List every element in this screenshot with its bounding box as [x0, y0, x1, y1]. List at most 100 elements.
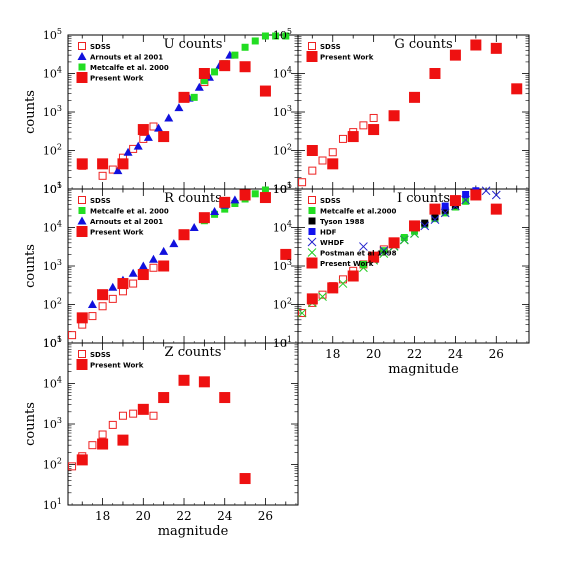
- y-tick-label: 103: [273, 104, 292, 119]
- data-point: [421, 219, 429, 227]
- legend-label: Arnouts et al 2001: [90, 54, 163, 62]
- legend-label: Tyson 1988: [320, 218, 365, 226]
- x-stroke: [379, 246, 389, 256]
- data-point: [149, 263, 158, 272]
- y-tick-label: 102: [273, 143, 292, 158]
- series-present-work: [306, 39, 523, 170]
- data-point: [261, 186, 269, 194]
- x-stroke: [297, 308, 307, 318]
- data-point: [327, 282, 339, 294]
- data-point: [251, 37, 259, 45]
- data-point: [178, 91, 190, 103]
- data-point: [400, 233, 408, 241]
- x-tick-label: 18: [325, 347, 340, 361]
- y-tick-label: 101: [43, 497, 62, 512]
- y-tick-label: 104: [43, 376, 62, 391]
- data-point: [490, 203, 502, 215]
- data-point: [68, 331, 77, 340]
- data-point: [239, 473, 251, 485]
- data-point: [338, 134, 347, 143]
- data-point: [440, 208, 450, 218]
- legend-label: Present Work: [90, 362, 144, 370]
- data-point: [76, 454, 88, 466]
- data-point: [231, 200, 239, 208]
- data-point: [280, 248, 292, 260]
- data-point: [347, 270, 359, 282]
- data-point: [194, 82, 204, 91]
- legend-label: Present Work: [320, 260, 374, 268]
- data-point: [108, 282, 118, 291]
- data-point: [231, 51, 239, 59]
- data-point: [272, 32, 280, 40]
- data-point: [198, 376, 210, 388]
- data-point: [158, 131, 170, 143]
- y-tick-label: 102: [43, 457, 62, 472]
- data-point: [97, 158, 109, 170]
- data-point: [123, 147, 133, 156]
- x-tick-label: 26: [258, 509, 273, 523]
- data-point: [68, 462, 77, 471]
- legend: SDSS Metcalfe et al. 2000 Arnouts et al 20…: [76, 196, 169, 237]
- data-point: [158, 392, 170, 404]
- legend: SDSS Present Work: [306, 42, 374, 62]
- series-present-work: [306, 189, 502, 305]
- data-point: [251, 190, 259, 198]
- panel-title: R counts: [164, 191, 222, 206]
- x-tick-label: 26: [489, 347, 504, 361]
- legend-label: Present Work: [90, 229, 144, 237]
- panel-title: I counts: [397, 191, 450, 206]
- data-point: [97, 438, 109, 450]
- x-stroke: [461, 195, 470, 205]
- data-point: [137, 269, 149, 281]
- data-point: [108, 294, 117, 303]
- data-point: [282, 32, 290, 40]
- legend-marker: [78, 350, 86, 358]
- legend: SDSS Arnouts et al 2001 Metcalfe et al. 20…: [76, 42, 169, 83]
- data-point: [379, 246, 389, 256]
- legend: SDSS Metcalfe et al.2000 Tyson 1988 HDF WHDF…: [306, 196, 397, 269]
- legend-marker: [77, 52, 87, 60]
- data-point: [318, 156, 327, 165]
- data-point: [98, 171, 107, 180]
- data-point: [241, 43, 249, 51]
- x-stroke: [430, 215, 440, 224]
- legend-label: HDF: [320, 229, 337, 237]
- y-tick-label: 105: [43, 181, 62, 196]
- data-point: [318, 292, 327, 301]
- legend: SDSS Present Work: [76, 350, 144, 370]
- y-tick-label: 105: [273, 27, 292, 42]
- data-point: [409, 220, 421, 232]
- data-point: [133, 141, 143, 150]
- legend-marker: [78, 63, 86, 71]
- data-point: [149, 411, 158, 420]
- x-stroke: [359, 242, 368, 251]
- data-point: [368, 124, 380, 136]
- x-stroke: [379, 249, 389, 258]
- data-point: [431, 213, 439, 221]
- data-point: [461, 195, 470, 205]
- legend-marker: [76, 359, 88, 370]
- legend-label: Metcalfe et al. 2000: [90, 208, 169, 216]
- data-point: [137, 124, 149, 136]
- data-point: [198, 68, 210, 79]
- legend-label: Metcalfe et al. 2000: [90, 64, 169, 72]
- legend-marker: [76, 72, 88, 83]
- y-tick-label: 101: [43, 335, 62, 350]
- x-stroke: [359, 263, 368, 273]
- data-point: [76, 312, 88, 324]
- y-tick-label: 103: [43, 416, 62, 431]
- x-tick-label: 24: [217, 509, 233, 523]
- y-axis-label: counts: [23, 402, 38, 446]
- y-tick-label: 104: [43, 220, 62, 235]
- data-point: [210, 207, 220, 216]
- data-point: [388, 237, 400, 249]
- legend-label: Metcalfe et al.2000: [320, 208, 396, 216]
- data-point: [449, 195, 461, 207]
- data-point: [169, 239, 179, 248]
- data-point: [164, 113, 174, 122]
- x-tick-label: 20: [366, 347, 381, 361]
- x-stroke: [399, 235, 409, 245]
- series-present-work: [76, 60, 271, 170]
